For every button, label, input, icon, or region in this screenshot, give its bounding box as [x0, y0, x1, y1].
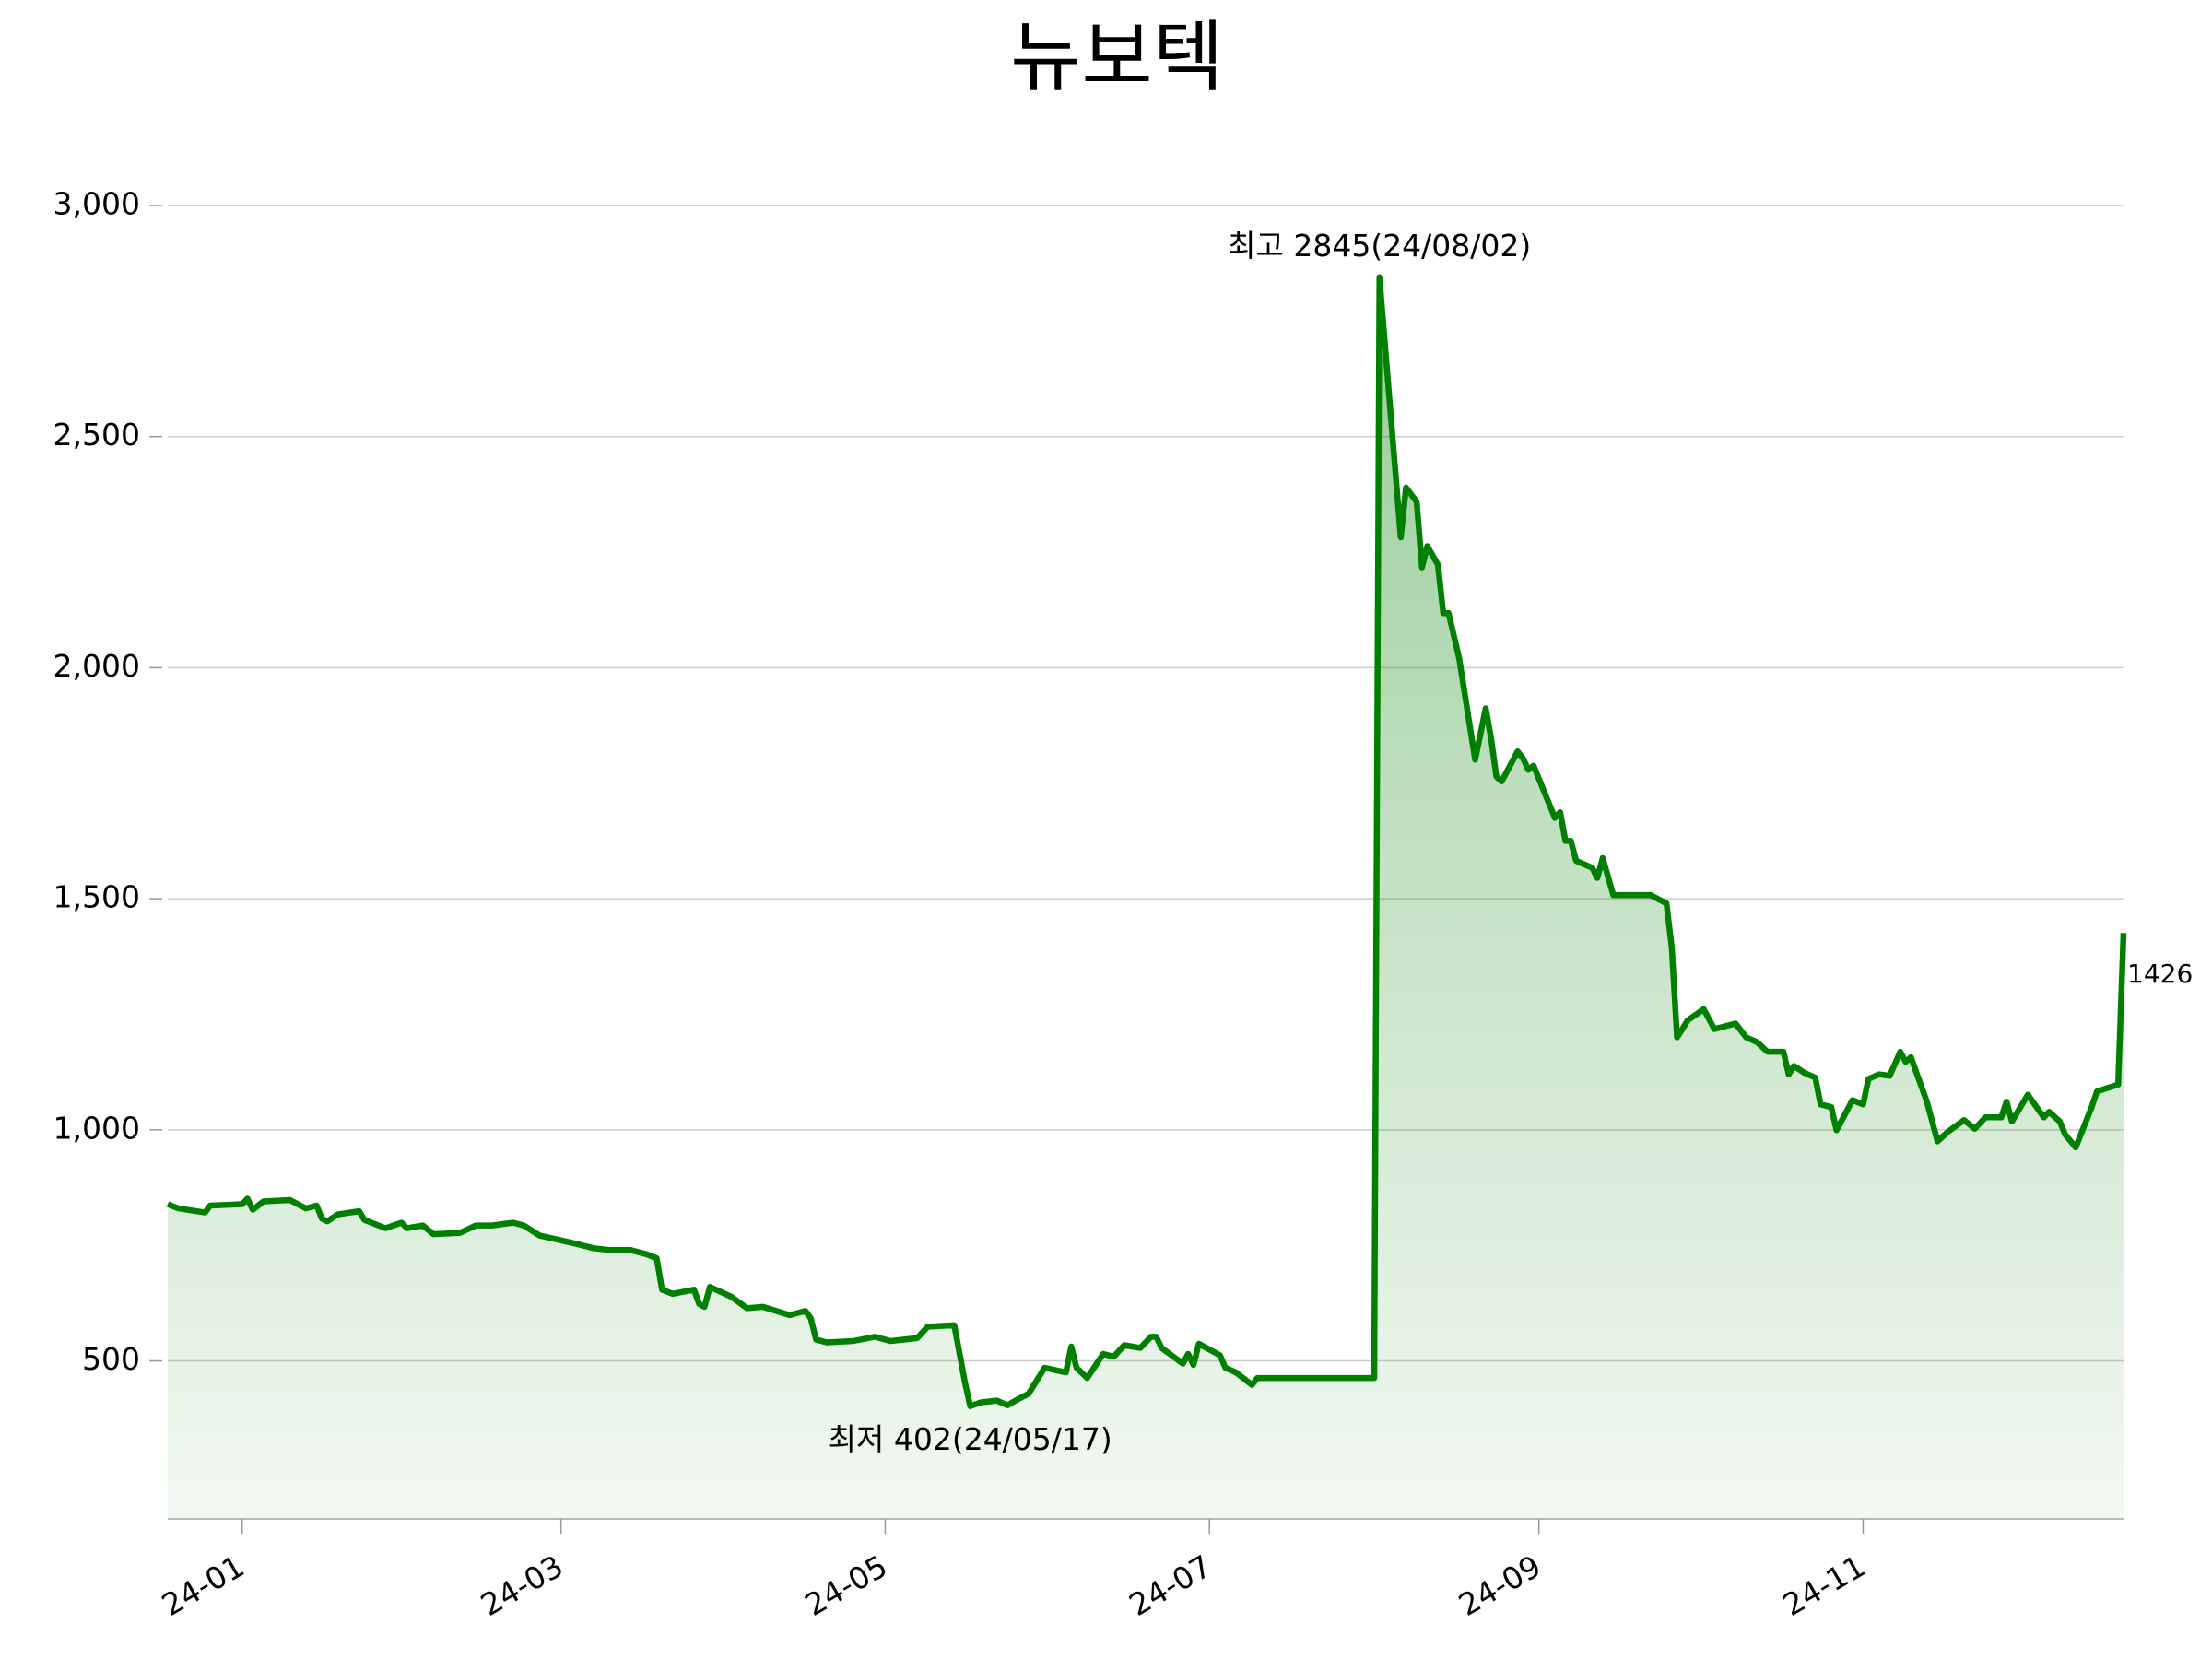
y-tick-label: 500 [82, 1341, 140, 1377]
max-annotation: 최고 2845(24/08/02) [1228, 228, 1531, 264]
x-tick-label: 24-01 [156, 1547, 251, 1623]
x-tick-label: 24-07 [1123, 1547, 1218, 1623]
price-line [166, 274, 2127, 1409]
min-annotation: 최저 402(24/05/17) [829, 1421, 1112, 1457]
last-value-label: 1426 [2127, 959, 2193, 989]
chart-title: 뉴보텍 [1010, 12, 1224, 102]
x-tick-label: 24-05 [799, 1547, 894, 1623]
y-tick-label: 1,500 [53, 879, 140, 915]
y-tick-label: 2,500 [53, 417, 140, 453]
x-tick-label: 24-09 [1453, 1547, 1547, 1623]
y-tick-label: 3,000 [53, 186, 140, 222]
y-tick-label: 1,000 [53, 1110, 140, 1146]
area-fill [168, 276, 2124, 1520]
x-tick-label: 24-03 [475, 1547, 570, 1623]
y-tick-label: 2,000 [53, 648, 140, 684]
x-tick-label: 24-11 [1777, 1547, 1872, 1623]
